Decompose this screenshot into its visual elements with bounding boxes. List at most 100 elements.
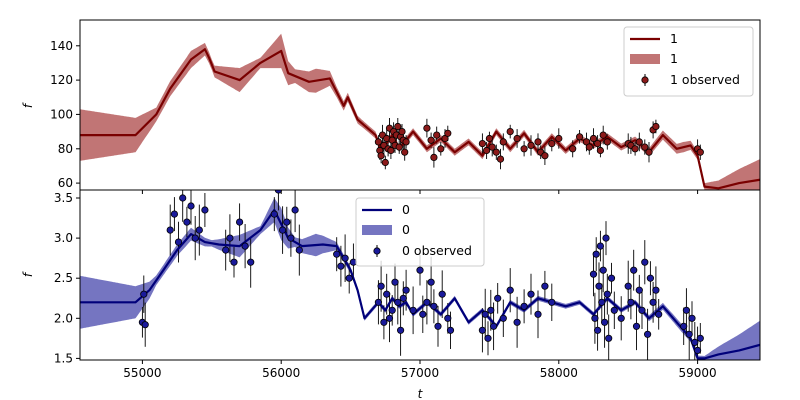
top-data-point xyxy=(575,133,584,141)
bot-data-point xyxy=(688,314,696,322)
bot-data-point xyxy=(380,318,388,326)
bottom-legend-band-swatch xyxy=(362,225,392,235)
bot-data-point xyxy=(624,282,632,290)
bot-data-point xyxy=(593,326,602,334)
bottom-legend: 0 0 0 observed xyxy=(355,197,485,267)
top-data-point xyxy=(492,148,500,156)
bot-data-point xyxy=(195,226,203,234)
bot-data-point xyxy=(416,266,424,274)
bot-data-point xyxy=(191,234,199,242)
bot-data-point xyxy=(333,250,341,258)
bot-data-point xyxy=(693,346,702,354)
bot-data-point xyxy=(489,322,498,330)
top-legend-observed-label: 1 observed xyxy=(670,72,740,87)
bottom-x-ticks: 55000 56000 57000 58000 59000 xyxy=(123,360,717,380)
bot-ytick-label: 2.5 xyxy=(54,271,73,285)
bot-data-point xyxy=(691,338,699,346)
top-data-point xyxy=(377,152,385,160)
bot-data-point xyxy=(481,310,489,318)
top-data-point xyxy=(387,146,395,155)
bot-data-point xyxy=(283,218,291,226)
top-data-point xyxy=(513,134,521,143)
bottom-xlabel: t xyxy=(418,387,424,400)
bot-data-point xyxy=(434,322,442,330)
xtick-label: 59000 xyxy=(679,366,717,380)
top-data-point xyxy=(585,143,593,151)
bot-data-point xyxy=(230,258,238,266)
bot-data-point xyxy=(641,258,649,266)
bottom-y-ticks: 1.5 2.0 2.5 3.0 3.5 xyxy=(54,191,80,365)
bot-data-point xyxy=(423,298,431,306)
bot-data-point xyxy=(174,238,183,246)
bot-data-point xyxy=(685,330,693,338)
bot-data-point xyxy=(494,294,502,302)
bot-data-point xyxy=(630,266,638,274)
bot-data-point xyxy=(241,242,249,250)
top-data-point xyxy=(496,155,505,163)
bot-data-point xyxy=(646,274,655,282)
top-observed-points xyxy=(374,122,704,167)
bot-data-point xyxy=(655,310,663,318)
bot-data-point xyxy=(374,298,382,306)
bottom-legend-observed-label: 0 observed xyxy=(402,243,472,258)
top-data-point xyxy=(641,143,649,151)
bot-data-point xyxy=(632,322,641,330)
bot-data-point xyxy=(345,274,353,282)
top-data-point xyxy=(506,128,514,136)
top-data-point xyxy=(478,140,486,148)
bot-data-point xyxy=(183,218,191,226)
bot-data-point xyxy=(409,306,417,314)
bot-data-point xyxy=(427,278,435,286)
top-data-point xyxy=(381,158,389,167)
xtick-label: 56000 xyxy=(262,366,300,380)
bot-data-point xyxy=(607,274,616,282)
bot-data-point xyxy=(394,298,402,306)
bot-data-point xyxy=(166,226,174,234)
top-data-point xyxy=(596,146,605,155)
top-data-point xyxy=(696,148,704,156)
bot-data-point xyxy=(610,306,618,314)
bot-data-point xyxy=(388,306,396,314)
top-data-point xyxy=(534,138,542,146)
top-data-point xyxy=(395,143,403,151)
bottom-legend-line-label: 0 xyxy=(402,202,410,217)
top-data-point xyxy=(444,129,452,137)
top-data-point xyxy=(401,148,409,156)
bot-data-point xyxy=(396,326,405,334)
bottom-legend-box xyxy=(355,197,485,267)
bot-data-point xyxy=(270,210,278,218)
bot-data-point xyxy=(236,218,244,226)
bot-data-point xyxy=(478,326,486,334)
top-data-point xyxy=(437,145,445,153)
top-data-point xyxy=(433,131,441,139)
top-ytick-label: 60 xyxy=(58,176,73,190)
bot-data-point xyxy=(201,206,209,214)
bot-data-point xyxy=(383,290,391,298)
bot-data-point xyxy=(419,310,427,318)
top-data-point xyxy=(645,148,653,156)
top-data-point xyxy=(589,134,598,143)
bot-data-point xyxy=(682,306,691,314)
bottom-legend-point-swatch xyxy=(373,247,381,255)
bot-data-point xyxy=(598,298,606,306)
bot-data-point xyxy=(170,210,178,218)
bot-data-point xyxy=(446,326,455,334)
top-ytick-label: 80 xyxy=(58,142,73,156)
bot-data-point xyxy=(226,234,234,242)
top-data-point xyxy=(527,141,535,149)
bottom-legend-band-label: 0 xyxy=(402,222,410,237)
bot-data-point xyxy=(391,278,399,286)
top-ytick-label: 120 xyxy=(50,73,73,87)
bot-data-point xyxy=(247,258,255,266)
top-data-point xyxy=(427,136,435,144)
bottom-ylabel: f xyxy=(21,271,35,277)
top-panel: 60 80 100 120 140 f 1 1 1 observed xyxy=(21,19,761,194)
bot-data-point xyxy=(602,234,610,242)
bot-ytick-label: 3.0 xyxy=(54,231,73,245)
bot-data-point xyxy=(638,306,646,314)
bot-data-point xyxy=(534,310,542,318)
bot-data-point xyxy=(520,302,528,310)
bottom-observed-points xyxy=(138,190,704,354)
top-data-point xyxy=(482,146,491,155)
bot-data-point xyxy=(635,286,643,294)
